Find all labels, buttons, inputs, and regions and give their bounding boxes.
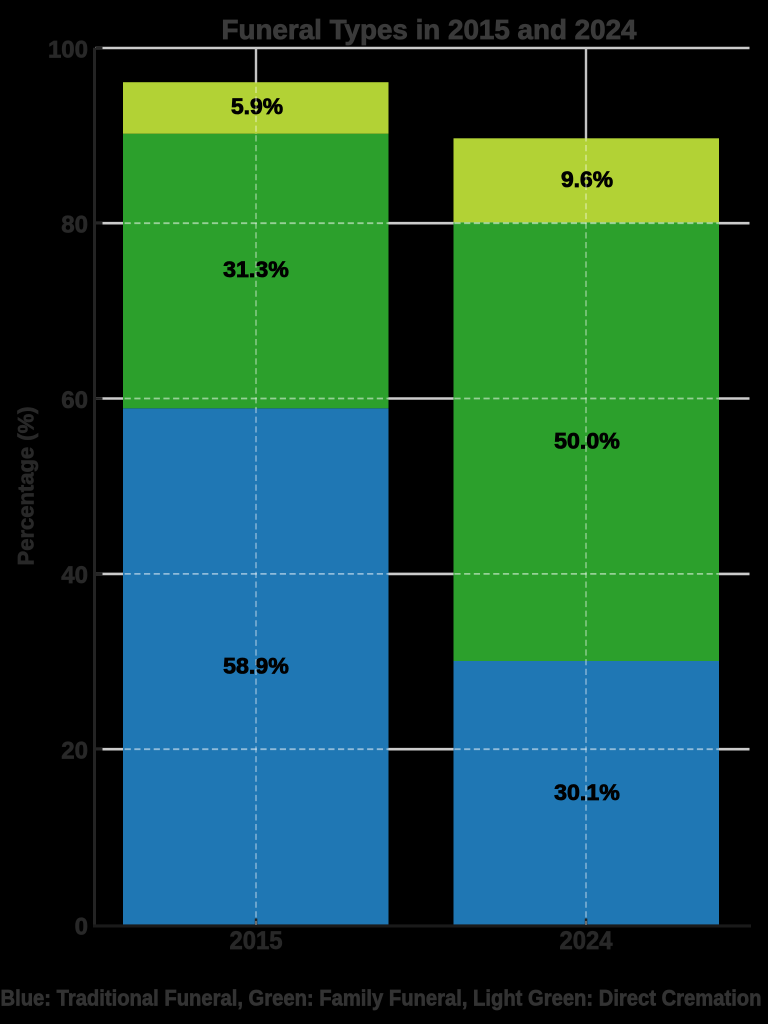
svg-text:50.0%: 50.0% — [554, 429, 620, 454]
svg-text:60: 60 — [61, 387, 88, 414]
svg-text:Blue: Traditional Funeral, Gre: Blue: Traditional Funeral, Green: Family… — [1, 985, 762, 1010]
svg-text:Percentage (%): Percentage (%) — [14, 407, 39, 566]
svg-text:0: 0 — [75, 913, 88, 940]
svg-text:9.6%: 9.6% — [561, 167, 613, 192]
svg-text:58.9%: 58.9% — [223, 654, 289, 679]
svg-text:Funeral Types in 2015 and 2024: Funeral Types in 2015 and 2024 — [222, 14, 637, 45]
svg-text:80: 80 — [61, 212, 88, 239]
svg-text:5.9%: 5.9% — [231, 94, 283, 119]
svg-text:100: 100 — [48, 36, 88, 63]
svg-text:2024: 2024 — [560, 927, 613, 955]
svg-text:40: 40 — [61, 562, 88, 589]
svg-text:2015: 2015 — [230, 927, 283, 955]
svg-text:30.1%: 30.1% — [554, 780, 620, 805]
svg-text:20: 20 — [61, 738, 88, 765]
svg-text:31.3%: 31.3% — [223, 257, 289, 282]
